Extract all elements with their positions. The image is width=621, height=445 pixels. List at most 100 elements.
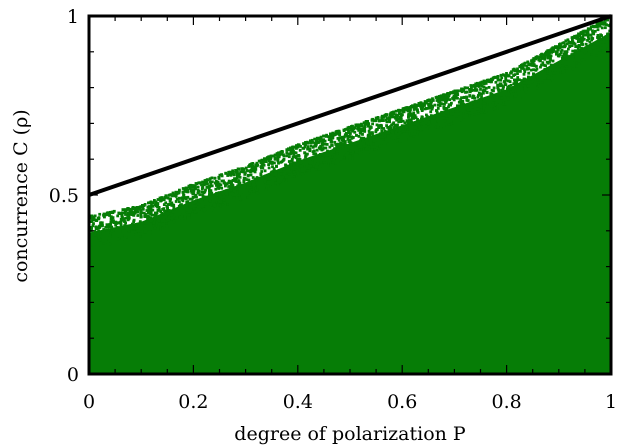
scatter-point — [457, 120, 461, 124]
scatter-point — [346, 134, 349, 138]
scatter-point — [413, 130, 417, 134]
scatter-point — [453, 89, 457, 93]
scatter-point — [242, 185, 246, 189]
scatter-point — [281, 159, 285, 162]
scatter-point — [138, 235, 142, 238]
scatter-point — [447, 123, 451, 126]
scatter-point — [575, 34, 579, 38]
scatter-point — [447, 92, 450, 95]
scatter-point — [231, 179, 235, 182]
scatter-point — [165, 209, 169, 213]
scatter-point — [435, 109, 439, 113]
scatter-point — [549, 58, 552, 62]
scatter-point — [229, 173, 233, 177]
scatter-point — [174, 200, 178, 203]
scatter-point — [134, 232, 138, 236]
scatter-point — [580, 46, 583, 50]
scatter-point — [380, 118, 384, 122]
scatter-point — [428, 98, 432, 102]
scatter-point — [305, 162, 309, 166]
scatter-point — [420, 121, 424, 125]
scatter-point — [500, 88, 503, 92]
scatter-point — [282, 168, 286, 171]
scatter-point — [266, 181, 270, 185]
y-tick-label: 1 — [67, 6, 79, 28]
scatter-point — [246, 194, 250, 198]
scatter-point — [184, 196, 188, 199]
scatter-point — [504, 103, 508, 106]
scatter-point — [194, 211, 198, 214]
scatter-point — [168, 197, 172, 201]
scatter-point — [330, 140, 334, 144]
scatter-point — [242, 180, 246, 183]
scatter-point — [277, 161, 280, 165]
scatter-point — [345, 127, 349, 131]
scatter-point — [522, 62, 526, 66]
scatter-point — [304, 155, 307, 158]
scatter-point — [504, 83, 508, 87]
scatter-point — [493, 106, 497, 110]
scatter-point — [412, 117, 416, 120]
scatter-point — [299, 172, 303, 175]
scatter-point — [306, 145, 310, 148]
scatter-point — [506, 96, 510, 99]
scatter-point — [326, 149, 329, 153]
scatter-point — [324, 146, 328, 150]
scatter-point — [332, 149, 336, 153]
scatter-point — [189, 184, 193, 187]
scatter-point — [547, 56, 551, 60]
scatter-point — [139, 208, 143, 212]
scatter-point — [365, 140, 369, 143]
scatter-point — [606, 42, 610, 46]
scatter-point — [502, 94, 506, 98]
scatter-point — [386, 142, 390, 146]
x-tick-label: 1 — [605, 391, 617, 413]
scatter-point — [409, 134, 413, 137]
scatter-point — [292, 152, 296, 156]
scatter-point — [438, 103, 442, 107]
scatter-point — [520, 79, 524, 82]
scatter-point — [500, 76, 504, 80]
scatter-point — [368, 133, 372, 137]
scatter-point — [380, 129, 384, 133]
scatter-point — [131, 226, 135, 230]
scatter-point — [256, 163, 259, 167]
scatter-point — [594, 54, 598, 57]
scatter-point — [394, 109, 398, 113]
scatter-point — [436, 107, 440, 110]
scatter-point — [260, 166, 263, 170]
scatter-point — [227, 181, 230, 185]
scatter-point — [606, 18, 609, 22]
scatter-point — [428, 122, 432, 126]
scatter-point — [309, 144, 313, 148]
scatter-point — [568, 41, 571, 45]
scatter-point — [134, 210, 138, 214]
y-tick-label: 0 — [67, 364, 79, 386]
scatter-point — [391, 113, 394, 117]
scatter-point — [369, 126, 373, 129]
scatter-point — [421, 128, 425, 131]
scatter-point — [535, 76, 538, 80]
scatter-point — [380, 116, 384, 120]
scatter-point — [322, 157, 325, 160]
scatter-point — [531, 78, 535, 82]
scatter-point — [379, 141, 383, 145]
scatter-point — [364, 147, 367, 151]
scatter-point — [149, 211, 153, 215]
scatter-point — [341, 142, 345, 146]
scatter-point — [585, 32, 588, 36]
scatter-point — [460, 90, 464, 94]
scatter-point — [161, 222, 165, 226]
scatter-point — [385, 124, 388, 127]
scatter-point — [485, 79, 488, 83]
scatter-point — [330, 157, 333, 161]
scatter-point — [159, 227, 162, 231]
scatter-point — [582, 37, 586, 41]
scatter-point — [417, 125, 421, 129]
scatter-point — [245, 169, 249, 172]
scatter-point — [345, 131, 348, 135]
scatter-point — [397, 120, 401, 124]
scatter-point — [143, 215, 147, 218]
scatter-point — [586, 35, 590, 39]
scatter-point — [526, 60, 530, 64]
